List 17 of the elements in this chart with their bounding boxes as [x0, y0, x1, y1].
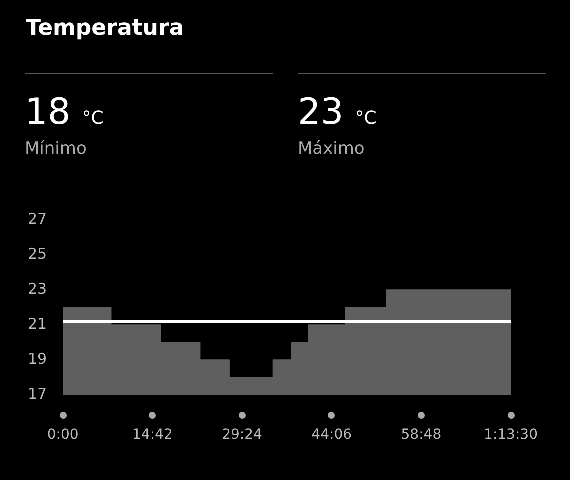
chart-title: Temperatura	[26, 16, 184, 41]
x-tick-label: 29:24	[222, 427, 263, 444]
y-tick-label: 21	[28, 315, 48, 334]
text: 23 °C	[298, 92, 377, 133]
text: 18 °C	[25, 92, 104, 133]
y-tick-label: 17	[28, 385, 48, 404]
text: Mínimo	[25, 139, 88, 159]
x-tick-label: 58:48	[401, 427, 442, 444]
x-tick-label: 0:00	[47, 427, 79, 444]
y-tick-label: 27	[28, 210, 48, 228]
x-tick-label: 14:42	[132, 427, 173, 444]
y-tick-label: 19	[28, 350, 48, 368]
x-tick-label: 44:06	[312, 427, 352, 444]
text: Máximo	[298, 139, 366, 159]
y-tick-label: 23	[28, 280, 48, 298]
y-tick-label: 25	[28, 244, 48, 263]
x-tick-label: 1:13:30	[484, 427, 538, 444]
